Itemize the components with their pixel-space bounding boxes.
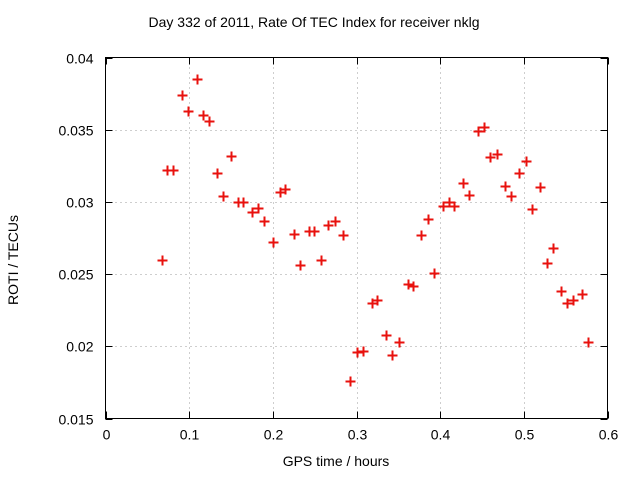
data-point-marker (204, 116, 215, 127)
y-tick-label: 0.035 (58, 123, 93, 139)
data-point-marker (192, 74, 203, 85)
data-point-marker (506, 191, 517, 202)
data-point-marker (387, 350, 398, 361)
x-tick-label: 0.4 (431, 427, 451, 443)
data-point-marker (295, 260, 306, 271)
data-point-marker (212, 168, 223, 179)
data-point-marker (556, 286, 567, 297)
data-point-marker (218, 191, 229, 202)
data-point-marker (548, 243, 559, 254)
data-point-marker (577, 289, 588, 300)
data-point-marker (423, 214, 434, 225)
data-point-marker (268, 237, 279, 248)
x-tick-label: 0.2 (264, 427, 284, 443)
data-point-marker (183, 106, 194, 117)
y-tick-label: 0.02 (66, 339, 93, 355)
axis-layer: 0 0.1 0.2 0.3 0.4 0.5 0.6 0.015 0.02 0.025 0.03 0.0… (58, 51, 618, 443)
data-point-marker (330, 216, 341, 227)
x-tick-label: 0 (103, 427, 111, 443)
data-point-marker (583, 337, 594, 348)
data-point-marker (253, 203, 264, 214)
plot-border (105, 57, 608, 419)
data-point-marker (168, 165, 179, 176)
grid-layer (105, 57, 608, 419)
data-point-marker (338, 230, 349, 241)
data-point-marker (259, 216, 270, 227)
data-point-marker (473, 126, 484, 137)
data-point-marker (429, 268, 440, 279)
data-point-marker (514, 168, 525, 179)
data-point-marker (464, 190, 475, 201)
data-point-marker (358, 346, 369, 357)
chart-title: Day 332 of 2011, Rate Of TEC Index for r… (149, 14, 480, 30)
data-point-marker (542, 258, 553, 269)
data-point-marker (527, 204, 538, 215)
data-point-marker (535, 182, 546, 193)
data-point-marker (323, 220, 334, 231)
data-point-marker (458, 178, 469, 189)
x-axis-label: GPS time / hours (283, 453, 390, 469)
x-tick-label: 0.3 (348, 427, 368, 443)
data-point-marker (562, 298, 573, 309)
data-point-marker (316, 255, 327, 266)
data-point-marker (394, 337, 405, 348)
x-tick-label: 0.5 (515, 427, 535, 443)
data-point-marker (226, 151, 237, 162)
data-point-marker (280, 184, 291, 195)
y-tick-label: 0.015 (58, 412, 93, 428)
y-tick-label: 0.04 (66, 51, 93, 67)
data-point-marker (521, 156, 532, 167)
data-point-marker (157, 255, 168, 266)
data-point-marker (247, 207, 258, 218)
data-point-marker (177, 90, 188, 101)
y-tick-label: 0.025 (58, 267, 93, 283)
data-point-marker (500, 181, 511, 192)
x-tick-label: 0.1 (180, 427, 200, 443)
data-point-marker (289, 229, 300, 240)
data-point-marker (438, 201, 449, 212)
y-tick-label: 0.03 (66, 195, 93, 211)
data-point-marker (372, 295, 383, 306)
data-point-marker (416, 230, 427, 241)
data-point-marker (568, 295, 579, 306)
data-point-marker (403, 279, 414, 290)
data-point-marker (198, 110, 209, 121)
data-point-marker (479, 122, 490, 133)
y-axis-label: ROTI / TECUs (5, 215, 21, 305)
data-point-marker (238, 197, 249, 208)
data-point-marker (381, 330, 392, 341)
data-point-layer (157, 74, 594, 387)
data-point-marker (449, 201, 460, 212)
data-point-marker (408, 281, 419, 292)
data-point-marker (345, 376, 356, 387)
data-point-marker (309, 226, 320, 237)
data-point-marker (492, 149, 503, 160)
x-tick-label: 0.6 (599, 427, 619, 443)
data-point-marker (485, 152, 496, 163)
